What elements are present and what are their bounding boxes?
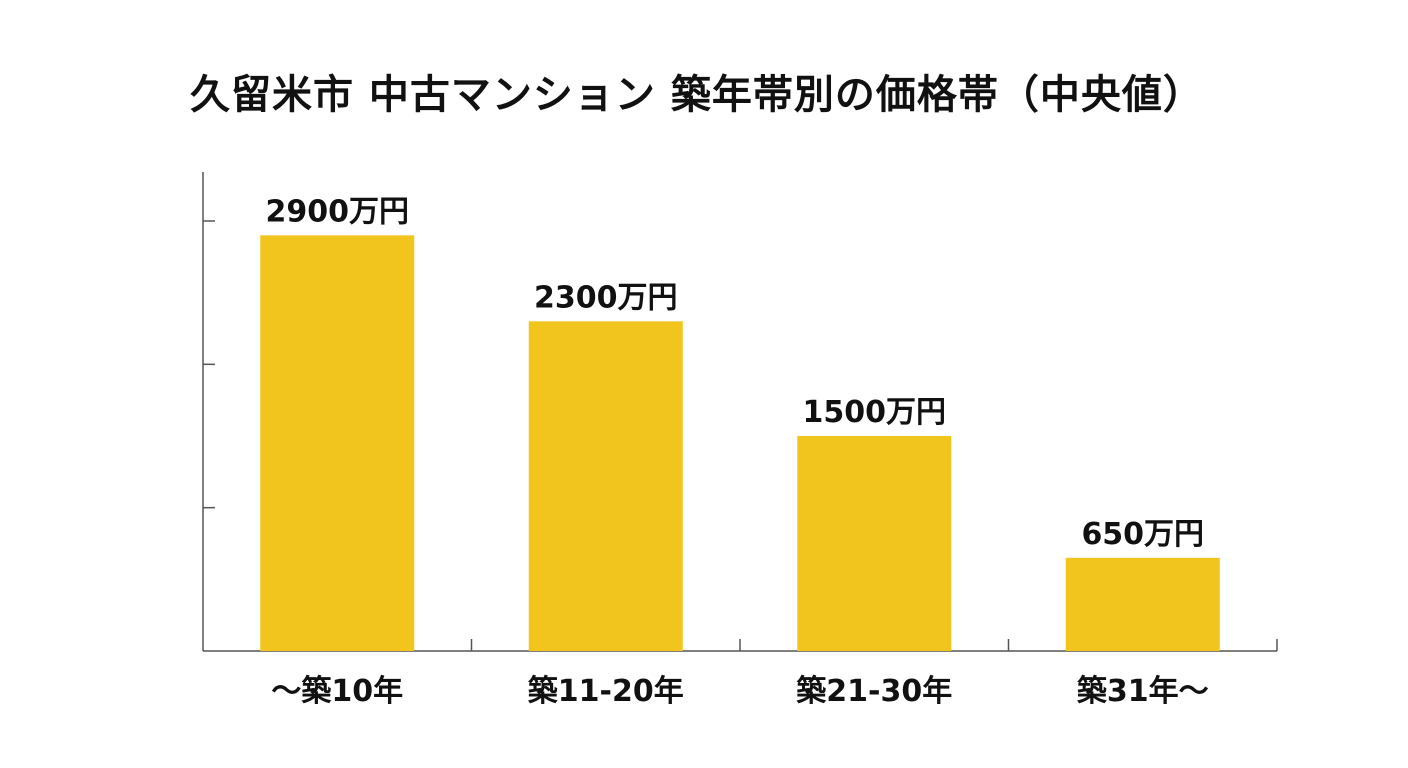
x-tick-label: 築11-20年 xyxy=(528,674,684,709)
x-tick-label: 築31年～ xyxy=(1077,674,1209,709)
bar xyxy=(797,436,952,651)
bar xyxy=(1065,557,1220,651)
bar xyxy=(260,235,415,652)
chart-title: 久留米市 中古マンション 築年帯別の価格帯（中央値） xyxy=(190,72,1204,118)
bar xyxy=(528,321,683,651)
bar-value-label: 2300万円 xyxy=(534,280,678,315)
x-tick-label: 築21-30年 xyxy=(796,674,952,709)
x-tick-label: ～築10年 xyxy=(271,674,403,709)
bar-value-label: 2900万円 xyxy=(266,194,410,229)
bar-value-label: 650万円 xyxy=(1081,517,1204,552)
bar-value-label: 1500万円 xyxy=(803,395,947,430)
